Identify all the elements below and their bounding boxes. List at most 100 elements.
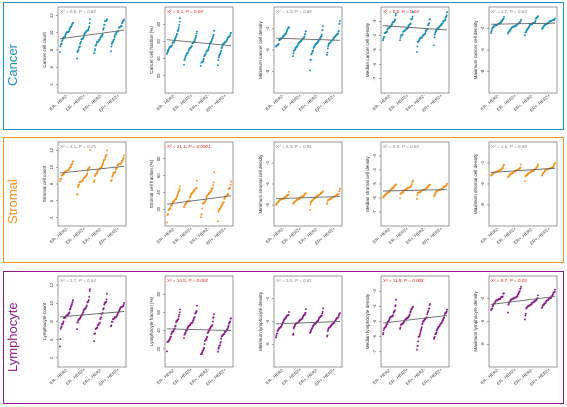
- data-point: [392, 314, 395, 317]
- data-point: [62, 320, 65, 323]
- data-point: [110, 50, 112, 53]
- y-tick-label: 40: [156, 328, 161, 333]
- y-tick-label: -8: [480, 69, 485, 73]
- y-tick-label: 8: [49, 320, 54, 323]
- data-point: [524, 312, 527, 315]
- stat-p-value: P = 0.25: [79, 144, 97, 149]
- trend-line: [275, 321, 341, 325]
- data-point: [89, 18, 91, 20]
- y-axis-label: Median lymphocyte density: [365, 293, 370, 349]
- stat-p-value: P = 0.0001: [188, 144, 211, 149]
- data-point: [59, 45, 62, 48]
- data-point: [103, 23, 106, 26]
- data-point: [102, 161, 105, 164]
- data-point: [395, 298, 397, 301]
- data-point: [382, 39, 384, 42]
- stat-chi-square: X² = 0.9,: [60, 9, 79, 14]
- data-point: [85, 173, 88, 176]
- data-point: [229, 186, 232, 189]
- data-point: [219, 51, 222, 54]
- data-point: [305, 308, 307, 311]
- y-tick-label: 6: [49, 199, 54, 202]
- data-point: [93, 340, 95, 343]
- y-tick-label: 40: [156, 189, 161, 194]
- data-point: [110, 324, 113, 327]
- data-point: [305, 30, 307, 33]
- data-point: [69, 166, 72, 169]
- data-point: [85, 304, 88, 307]
- data-point: [292, 332, 295, 335]
- data-point: [490, 32, 492, 35]
- data-point: [395, 183, 397, 186]
- data-point: [93, 180, 95, 183]
- data-point: [176, 319, 179, 322]
- data-point: [420, 326, 423, 329]
- data-point: [416, 344, 419, 347]
- data-point: [212, 35, 215, 38]
- data-point: [169, 207, 172, 210]
- y-tick-label: 6: [49, 65, 54, 68]
- stat-annotation: X² = 21.1, P = 0.0001: [167, 144, 211, 149]
- data-point: [122, 303, 125, 306]
- data-point: [217, 350, 219, 353]
- data-point: [178, 311, 181, 314]
- data-point: [490, 29, 493, 32]
- data-point: [309, 69, 311, 72]
- data-point: [82, 311, 85, 314]
- plot-frame: [273, 141, 343, 227]
- data-point: [399, 327, 401, 330]
- panel-cancer-3: -8 -6 -4 Minimum cancer cell density X² = 1.…: [246, 3, 346, 129]
- y-tick-label: -3: [372, 153, 377, 157]
- y-axis-label: Cancer cell count: [42, 32, 47, 68]
- data-point: [399, 39, 401, 42]
- y-tick-label: -8: [265, 342, 270, 346]
- data-point: [59, 327, 62, 330]
- data-point: [326, 334, 329, 337]
- y-axis-label: Maximum lymphocyte density: [473, 291, 478, 352]
- cancer-section: [3, 2, 564, 130]
- data-point: [123, 154, 125, 157]
- data-point: [309, 208, 311, 211]
- data-point: [200, 213, 203, 216]
- data-point: [115, 315, 118, 318]
- data-point: [195, 186, 198, 189]
- data-point: [338, 189, 341, 192]
- data-point: [553, 290, 556, 293]
- data-point: [204, 52, 207, 55]
- data-point: [524, 318, 526, 321]
- panel-lymphocyte-4: -7 -6 -5 -4 -3 Median lymphocyte density X² = …: [353, 272, 453, 403]
- data-point: [76, 186, 79, 189]
- data-point: [534, 20, 537, 23]
- y-tick-label: 80: [156, 156, 161, 161]
- data-point: [96, 326, 99, 329]
- y-tick-label: -5: [372, 47, 377, 51]
- trend-line: [382, 314, 448, 324]
- data-point: [386, 322, 389, 325]
- data-point: [445, 14, 448, 17]
- plot-frame: [488, 6, 558, 94]
- data-point: [217, 220, 219, 223]
- data-point: [503, 15, 505, 18]
- data-point: [275, 336, 277, 339]
- data-point: [176, 32, 179, 35]
- data-point: [416, 348, 418, 351]
- y-tick-label: -4: [265, 296, 270, 300]
- data-point: [202, 57, 205, 60]
- data-point: [95, 44, 97, 47]
- data-point: [429, 183, 431, 186]
- data-point: [445, 310, 448, 313]
- data-point: [433, 44, 435, 47]
- data-point: [68, 30, 71, 32]
- data-point: [87, 299, 90, 301]
- y-axis-label: Lymphocyte count: [42, 302, 47, 340]
- data-point: [219, 207, 222, 210]
- data-point: [229, 34, 232, 36]
- data-point: [322, 25, 324, 28]
- plot-frame: [164, 141, 234, 227]
- y-tick-label: 10: [49, 164, 54, 169]
- data-point: [401, 33, 404, 36]
- data-point: [217, 346, 220, 349]
- data-point: [409, 22, 412, 25]
